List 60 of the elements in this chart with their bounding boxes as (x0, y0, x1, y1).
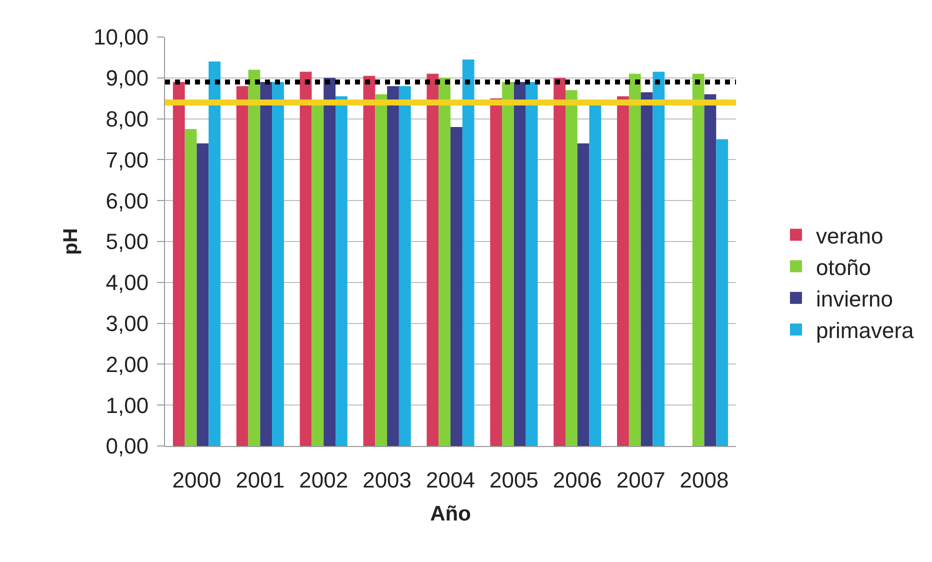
x-tick-label: 2002 (299, 467, 348, 492)
y-tick-label: 2,00 (106, 352, 149, 377)
bar (248, 70, 260, 446)
bar (565, 90, 578, 446)
y-tick-label: 6,00 (106, 188, 149, 214)
x-tick-label: 2007 (616, 467, 666, 492)
y-tick-label: 3,00 (106, 311, 149, 336)
y-tick-label: 1,00 (106, 392, 149, 418)
bar (640, 92, 653, 446)
y-tick-label: 5,00 (106, 229, 149, 254)
bar (324, 78, 336, 446)
bar (260, 82, 272, 446)
y-tick-label: 9,00 (106, 66, 149, 91)
legend-label: otoño (816, 254, 872, 280)
bar (236, 86, 248, 446)
bar (300, 72, 312, 446)
bar (502, 82, 514, 446)
bar (617, 96, 629, 446)
bar (554, 78, 566, 446)
y-tick-label: 0,00 (106, 434, 149, 459)
bar (628, 74, 641, 446)
bar (490, 98, 502, 446)
x-tick-label: 2008 (680, 467, 729, 492)
bar (716, 139, 728, 446)
bar (387, 86, 399, 446)
x-tick-label: 2004 (426, 467, 475, 492)
bar (184, 129, 197, 446)
bar (196, 143, 209, 446)
bar (363, 76, 376, 446)
legend-label: verano (816, 223, 884, 248)
x-axis-title: Año (430, 502, 471, 526)
x-tick-label: 2006 (552, 467, 602, 492)
bar (589, 104, 602, 446)
bar (462, 60, 474, 446)
x-tick-label: 2001 (236, 467, 285, 492)
legend-label: invierno (816, 286, 894, 312)
y-axis-title: pH (60, 228, 82, 255)
bar (692, 74, 704, 446)
x-tick-label: 2000 (172, 467, 222, 492)
bar (450, 126, 462, 446)
y-tick-label: 4,00 (106, 270, 149, 296)
bar (514, 82, 526, 446)
bar (652, 72, 665, 446)
y-tick-label: 10,00 (94, 24, 149, 50)
x-tick-label: 2003 (362, 467, 412, 492)
bar (577, 143, 590, 446)
bar (704, 94, 716, 446)
bar (208, 62, 221, 446)
bar (398, 86, 411, 446)
bar (336, 96, 348, 446)
y-tick-label: 8,00 (106, 106, 149, 132)
bar (438, 78, 450, 446)
y-tick-label: 7,00 (106, 147, 149, 172)
bar (272, 82, 284, 446)
bar (526, 82, 538, 446)
x-tick-label: 2005 (489, 467, 538, 492)
legend-label: primavera (816, 318, 915, 344)
bar (375, 94, 388, 446)
bar (426, 74, 439, 446)
bar (172, 82, 185, 446)
